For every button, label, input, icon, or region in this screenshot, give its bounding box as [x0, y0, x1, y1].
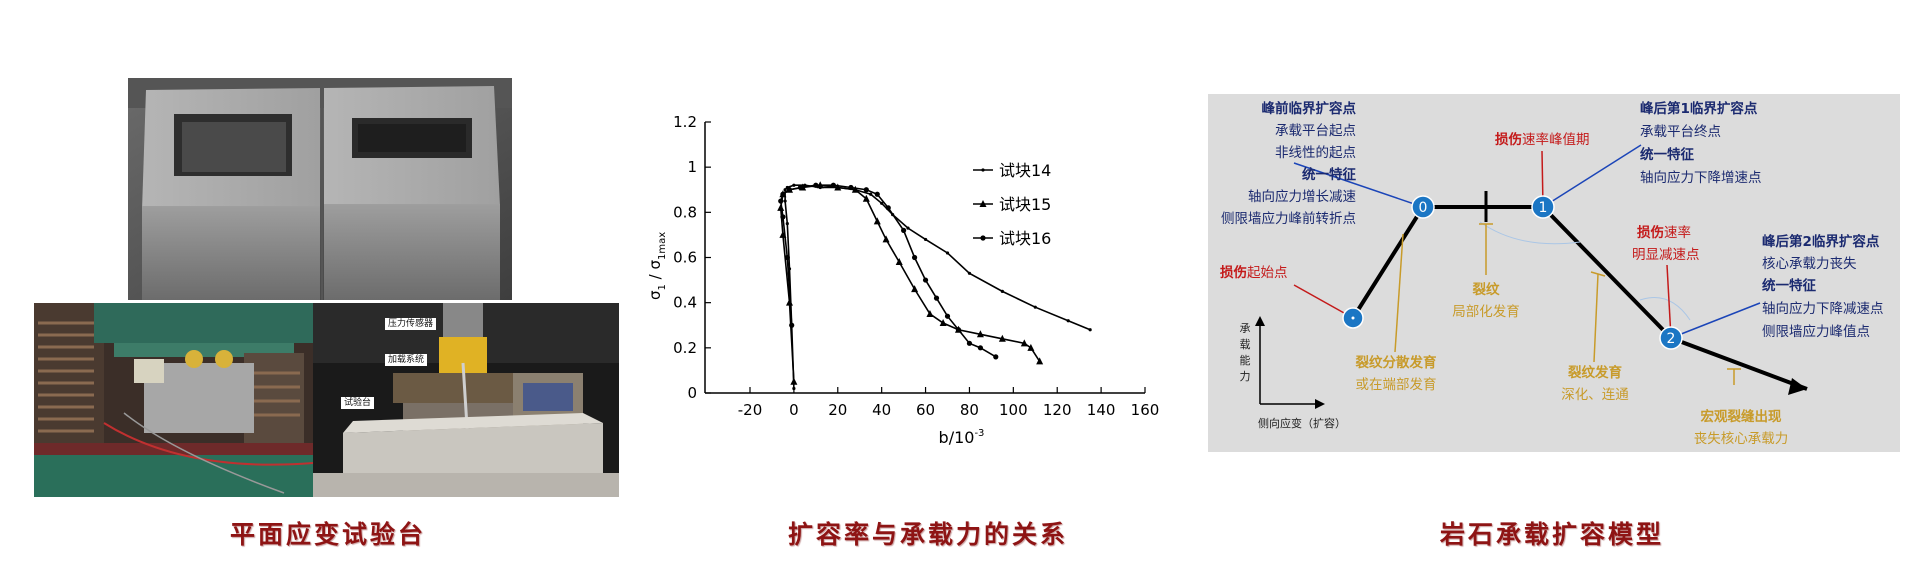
- damage-rate-label: 损伤速率: [1637, 224, 1691, 241]
- model-axis-y-2: 载: [1240, 338, 1251, 351]
- node-1-label: 1: [1539, 200, 1548, 216]
- pre-peak-unified: 统一特征: [1302, 166, 1356, 183]
- connector-node0: [1293, 162, 1424, 208]
- model-axis-y-1: 承: [1240, 322, 1251, 335]
- crack-deep-title: 裂纹发育: [1567, 364, 1622, 381]
- model-y-arrow: [1255, 316, 1265, 326]
- crack-dispersed-title: 裂纹分散发育: [1355, 354, 1437, 371]
- model-axis-y-4: 力: [1240, 370, 1251, 383]
- post1-title: 峰后第1临界扩容点: [1640, 100, 1758, 117]
- crack-deep-sub: 深化、连通: [1561, 387, 1629, 403]
- connector-crack-dispersed: [1394, 233, 1404, 353]
- post2-title: 峰后第2临界扩容点: [1762, 233, 1880, 250]
- connector-crack-deep: [1593, 273, 1599, 363]
- node-1: 1: [1531, 195, 1555, 219]
- caption-right: 岩石承载扩容模型: [1440, 520, 1665, 549]
- pre-peak-line-1: 承载平台起点: [1275, 123, 1356, 139]
- crack-deep-cap: [1590, 271, 1606, 277]
- post1-unified: 统一特征: [1640, 146, 1694, 163]
- pre-peak-line-2: 非线性的起点: [1275, 145, 1356, 161]
- node-0-label: 0: [1419, 200, 1428, 216]
- sensor-label: 压力传感器: [385, 318, 437, 330]
- pre-peak-feature-2: 侧限墙应力峰前转折点: [1221, 210, 1356, 227]
- model-axis-y-3: 能: [1240, 353, 1251, 367]
- rock-blocks-photo: [128, 78, 512, 300]
- post1-feature: 轴向应力下降增速点: [1640, 169, 1762, 186]
- damage-start-label: 损伤起始点: [1220, 264, 1288, 281]
- machine-photo: [34, 303, 313, 497]
- connector-damage-rate: [1666, 264, 1672, 339]
- macro-sub: 丧失核心承载力: [1694, 431, 1789, 447]
- crack-dispersed-sub: 或在端部发育: [1356, 377, 1437, 393]
- rock-blocks-illustration: [128, 78, 512, 300]
- model-axis-x-label: 侧向应变（扩容）: [1258, 416, 1346, 430]
- connector-damage-start: [1293, 284, 1354, 319]
- connector-node2: [1670, 302, 1761, 339]
- node-start: [1342, 307, 1364, 329]
- post2-unified: 统一特征: [1762, 277, 1816, 294]
- machine-illustration: [34, 303, 313, 497]
- curve-arrow: [1788, 378, 1807, 395]
- faint-curve-1: [1479, 221, 1581, 245]
- node-0: 0: [1411, 195, 1435, 219]
- caption-middle: 扩容率与承载力的关系: [788, 520, 1069, 549]
- crack-local-sub: 局部化发育: [1452, 304, 1520, 320]
- post2-line: 核心承载力丧失: [1762, 256, 1857, 272]
- model-x-arrow: [1315, 399, 1325, 409]
- caption-left: 平面应变试验台: [230, 520, 427, 549]
- post2-feature-2: 侧限墙应力峰值点: [1762, 323, 1870, 340]
- pre-peak-feature-1: 轴向应力增长减速: [1248, 188, 1356, 205]
- faint-curve-2: [1639, 297, 1691, 321]
- post2-feature-1: 轴向应力下降减速点: [1762, 300, 1884, 317]
- damage-peak-label: 损伤速率峰值期: [1495, 131, 1590, 148]
- platform-label: 试验台: [341, 397, 375, 409]
- node-2-label: 2: [1667, 331, 1676, 347]
- platform-photo: 压力传感器 加载系统 试验台: [313, 303, 619, 497]
- macro-title: 宏观裂缝出现: [1701, 408, 1782, 425]
- model-background: [1208, 94, 1900, 452]
- pre-peak-title: 峰前临界扩容点: [1262, 100, 1357, 117]
- loading-label: 加载系统: [385, 354, 428, 366]
- crack-local-title: 裂纹: [1472, 281, 1501, 298]
- connector-node1: [1542, 144, 1642, 208]
- post1-line: 承载平台终点: [1640, 124, 1721, 140]
- damage-rate-line2: 明显减速点: [1632, 247, 1700, 263]
- node-2: 2: [1659, 326, 1683, 350]
